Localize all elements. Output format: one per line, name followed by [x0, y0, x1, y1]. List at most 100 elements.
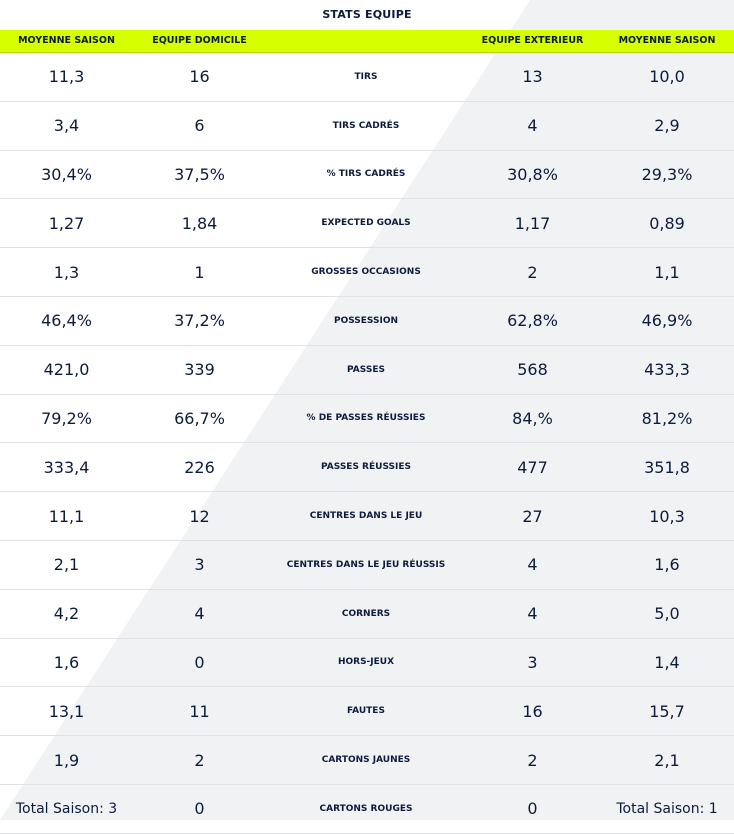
away-team-value: 2	[527, 750, 538, 770]
home-team-value: 3	[194, 555, 205, 575]
away-team-value: 0	[527, 799, 538, 819]
home-team-value: 339	[184, 360, 215, 380]
away-season-average-value: 1,6	[654, 555, 680, 575]
stat-label: TIRS CADRÉS	[332, 120, 400, 131]
away-team-value: 3	[527, 652, 538, 672]
away-season-average-value: 46,9%	[641, 311, 693, 331]
away-team-value: 16	[522, 701, 543, 721]
away-season-average-value: 29,3%	[641, 164, 693, 184]
home-team-value: 1	[194, 262, 205, 282]
stat-label: CENTRES DANS LE JEU	[309, 511, 423, 522]
away-team-value: 477	[517, 457, 548, 477]
stat-label: EXPECTED GOALS	[321, 218, 411, 229]
home-season-average-value: 1,9	[53, 750, 80, 770]
away-team-value: 62,8%	[507, 311, 558, 331]
away-season-average-value: 5,0	[654, 604, 680, 624]
home-season-average-value: 4,2	[53, 604, 80, 624]
header-home-team: EQUIPE DOMICILE	[152, 35, 247, 46]
home-season-average-value: 2,1	[53, 555, 80, 575]
home-season-average-value: 46,4%	[41, 311, 92, 331]
away-team-value: 84,%	[512, 408, 553, 428]
away-season-average-value: 2,1	[654, 750, 680, 770]
home-season-average-value: 30,4%	[41, 164, 92, 184]
table-row: 3,4 6 TIRS CADRÉS 4 2,9	[0, 102, 734, 151]
home-team-value: 0	[194, 799, 205, 819]
table-row: 2,1 3 CENTRES DANS LE JEU RÉUSSIS 4 1,6	[0, 541, 734, 590]
table-row: 1,6 0 HORS-JEUX 3 1,4	[0, 639, 734, 688]
table-row: 4,2 4 CORNERS 4 5,0	[0, 590, 734, 639]
stat-label: PASSES	[347, 364, 385, 375]
table-row: 333,4 226 PASSES RÉUSSIES 477 351,8	[0, 443, 734, 493]
table-row: 11,3 16 TIRS 13 10,0	[0, 53, 734, 102]
home-team-value: 16	[189, 67, 210, 87]
home-season-average-value: Total Saison: 3	[15, 800, 118, 817]
stat-label: CARTONS JAUNES	[321, 755, 411, 766]
away-season-average-value: 10,0	[649, 67, 685, 87]
away-team-value: 13	[522, 67, 543, 87]
stat-label: % TIRS CADRÉS	[326, 169, 406, 180]
home-season-average-value: 3,4	[53, 116, 80, 136]
away-season-average-value: 433,3	[644, 360, 690, 380]
table-header: MOYENNE SAISON EQUIPE DOMICILE EQUIPE EX…	[0, 30, 734, 53]
home-season-average-value: 1,27	[48, 213, 85, 233]
table-row: 13,1 11 FAUTES 16 15,7	[0, 687, 734, 737]
away-season-average-value: Total Saison: 1	[616, 800, 718, 817]
home-season-average-value: 1,6	[53, 652, 80, 672]
home-team-value: 37,2%	[174, 311, 225, 331]
away-team-value: 27	[522, 506, 543, 526]
stats-table-body: 11,3 16 TIRS 13 10,0 3,4 6 TIRS CADRÉS 4 2,9 30,4%…	[0, 53, 734, 834]
away-team-value: 4	[527, 604, 538, 624]
stat-label: GROSSES OCCASIONS	[311, 267, 421, 278]
stat-label: TIRS	[354, 71, 378, 82]
stat-label: CENTRES DANS LE JEU RÉUSSIS	[286, 559, 446, 570]
away-season-average-value: 2,9	[654, 116, 680, 136]
away-season-average-value: 1,1	[654, 262, 680, 282]
away-team-value: 4	[527, 116, 538, 136]
home-team-value: 66,7%	[174, 408, 225, 428]
header-away-season-average: MOYENNE SAISON	[618, 35, 716, 46]
stat-label: HORS-JEUX	[337, 657, 395, 668]
home-team-value: 2	[194, 750, 205, 770]
table-row: Total Saison: 3 0 CARTONS ROUGES 0 Total Sai…	[0, 785, 734, 834]
table-row: 1,27 1,84 EXPECTED GOALS 1,17 0,89	[0, 199, 734, 249]
home-team-value: 37,5%	[174, 164, 225, 184]
home-season-average-value: 13,1	[48, 701, 85, 721]
stat-label: PASSES RÉUSSIES	[321, 462, 411, 473]
away-season-average-value: 1,4	[654, 652, 680, 672]
away-season-average-value: 15,7	[649, 701, 685, 721]
away-season-average-value: 0,89	[649, 213, 685, 233]
home-season-average-value: 11,3	[48, 67, 85, 87]
away-team-value: 568	[517, 360, 548, 380]
stat-label: CORNERS	[341, 608, 391, 619]
table-row: 79,2% 66,7% % DE PASSES RÉUSSIES 84,% 81,2%	[0, 395, 734, 444]
home-season-average-value: 1,3	[53, 262, 80, 282]
page-title: STATS EQUIPE	[322, 8, 412, 21]
home-team-value: 12	[189, 506, 210, 526]
table-row: 1,3 1 GROSSES OCCASIONS 2 1,1	[0, 248, 734, 297]
table-row: 30,4% 37,5% % TIRS CADRÉS 30,8% 29,3%	[0, 151, 734, 200]
away-team-value: 1,17	[514, 213, 551, 233]
header-away-team: EQUIPE EXTERIEUR	[481, 35, 584, 46]
header-home-season-average: MOYENNE SAISON	[18, 35, 115, 46]
home-team-value: 1,84	[181, 213, 218, 233]
away-season-average-value: 81,2%	[641, 408, 693, 428]
home-season-average-value: 333,4	[43, 457, 90, 477]
away-team-value: 4	[527, 555, 538, 575]
home-season-average-value: 421,0	[43, 360, 90, 380]
away-team-value: 30,8%	[507, 164, 558, 184]
stat-label: FAUTES	[347, 706, 385, 717]
home-team-value: 11	[189, 701, 210, 721]
away-season-average-value: 10,3	[649, 506, 685, 526]
table-row: 421,0 339 PASSES 568 433,3	[0, 346, 734, 395]
home-team-value: 0	[194, 652, 205, 672]
table-row: 11,1 12 CENTRES DANS LE JEU 27 10,3	[0, 492, 734, 541]
table-row: 46,4% 37,2% POSSESSION 62,8% 46,9%	[0, 297, 734, 346]
table-row: 1,9 2 CARTONS JAUNES 2 2,1	[0, 736, 734, 785]
away-season-average-value: 351,8	[644, 457, 690, 477]
home-season-average-value: 11,1	[48, 506, 85, 526]
stat-label: CARTONS ROUGES	[319, 803, 413, 814]
home-team-value: 4	[194, 604, 205, 624]
home-season-average-value: 79,2%	[41, 408, 92, 428]
home-team-value: 226	[184, 457, 215, 477]
